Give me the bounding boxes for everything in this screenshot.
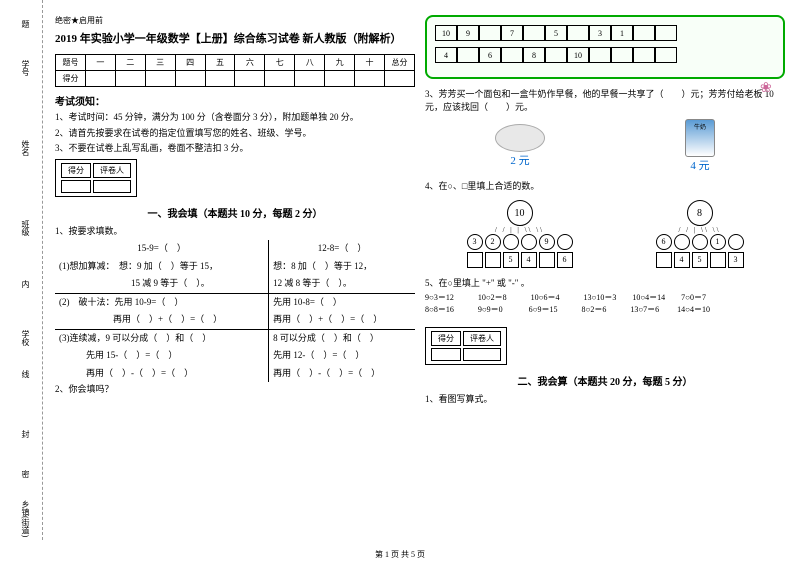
notice-item: 1、考试时间：45 分钟，满分为 100 分（含卷面分 3 分），附加题单独 2… xyxy=(55,112,415,124)
question-text: 1、按要求填数。 xyxy=(55,224,415,237)
section-title: 一、我会填（本题共 10 分，每题 2 分） xyxy=(55,205,415,220)
number-sequence-box: 1097531 46810 xyxy=(425,15,785,79)
page-footer: 第 1 页 共 5 页 xyxy=(0,549,800,560)
section-title: 二、我会算（本题共 20 分，每题 5 分） xyxy=(425,373,785,388)
price-label: 2 元 xyxy=(495,152,545,168)
question-text: 4、在○、□里填上合适的数。 xyxy=(425,179,785,192)
num-row: 1097531 xyxy=(435,25,775,41)
side-label: 学校 xyxy=(20,330,31,346)
equation-grid: 9○3＝12 10○2＝8 10○6＝4 13○10＝3 10○4＝14 7○0… xyxy=(425,292,785,318)
number-tree: 8 / / | \\ \\ 61 453 xyxy=(656,200,744,268)
exam-title: 2019 年实验小学一年级数学【上册】综合练习试卷 新人教版（附解析） xyxy=(55,30,415,46)
price-label: 4 元 xyxy=(685,157,715,173)
num-row: 46810 xyxy=(435,47,775,63)
question-text: 5、在○里填上 "+" 或 "-" 。 xyxy=(425,276,785,289)
product-row: 2 元 牛奶 4 元 xyxy=(425,119,785,173)
side-label: 线 xyxy=(20,370,31,378)
bread-icon xyxy=(495,124,545,152)
side-label: 班级 xyxy=(20,220,31,236)
side-label: 学号 xyxy=(20,60,31,76)
side-label: 内 xyxy=(20,280,31,288)
side-label: 姓名 xyxy=(20,140,31,156)
notice-title: 考试须知： xyxy=(55,93,415,108)
side-label: 题 xyxy=(20,20,31,28)
side-label: 密 xyxy=(20,470,31,478)
secret-label: 绝密★启用前 xyxy=(55,15,415,26)
notice-item: 3、不要在试卷上乱写乱画，卷面不整洁扣 3 分。 xyxy=(55,143,415,155)
flower-icon: ❀ xyxy=(760,80,790,100)
page: 绝密★启用前 2019 年实验小学一年级数学【上册】综合练习试卷 新人教版（附解… xyxy=(50,15,790,545)
question-text: 2、你会填吗？ xyxy=(55,382,415,395)
number-tree: 10 / / | | \\ \\ 329 546 xyxy=(467,200,573,268)
grade-box: 得分评卷人 xyxy=(55,159,137,197)
table-row: 题号一二三四五六七八九十总分 xyxy=(56,55,415,71)
binding-line xyxy=(42,0,43,540)
table-row: 得分 xyxy=(56,71,415,87)
score-table: 题号一二三四五六七八九十总分 得分 xyxy=(55,54,415,87)
milk-icon: 牛奶 xyxy=(685,119,715,157)
side-label: 乡镇(街道) xyxy=(20,500,31,537)
right-column: 1097531 46810 ❀ 3、芳芳买一个面包和一盒牛奶作早餐，他的早餐一共… xyxy=(420,15,790,545)
tree-diagrams: 10 / / | | \\ \\ 329 546 8 / / | \\ \\ 6… xyxy=(425,200,785,268)
left-column: 绝密★启用前 2019 年实验小学一年级数学【上册】综合练习试卷 新人教版（附解… xyxy=(50,15,420,545)
split-table: 15-9=（ ）12-8=（ ） (1)想加算减： 想：9 加（ ）等于 15，… xyxy=(55,240,415,382)
notice-item: 2、请首先按要求在试卷的指定位置填写您的姓名、班级、学号。 xyxy=(55,128,415,140)
grade-box: 得分评卷人 xyxy=(425,327,507,365)
side-label: 封 xyxy=(20,430,31,438)
question-text: 3、芳芳买一个面包和一盒牛奶作早餐，他的早餐一共享了（ ）元；芳芳付给老板 10… xyxy=(425,87,785,113)
question-text: 1、看图写算式。 xyxy=(425,392,785,405)
